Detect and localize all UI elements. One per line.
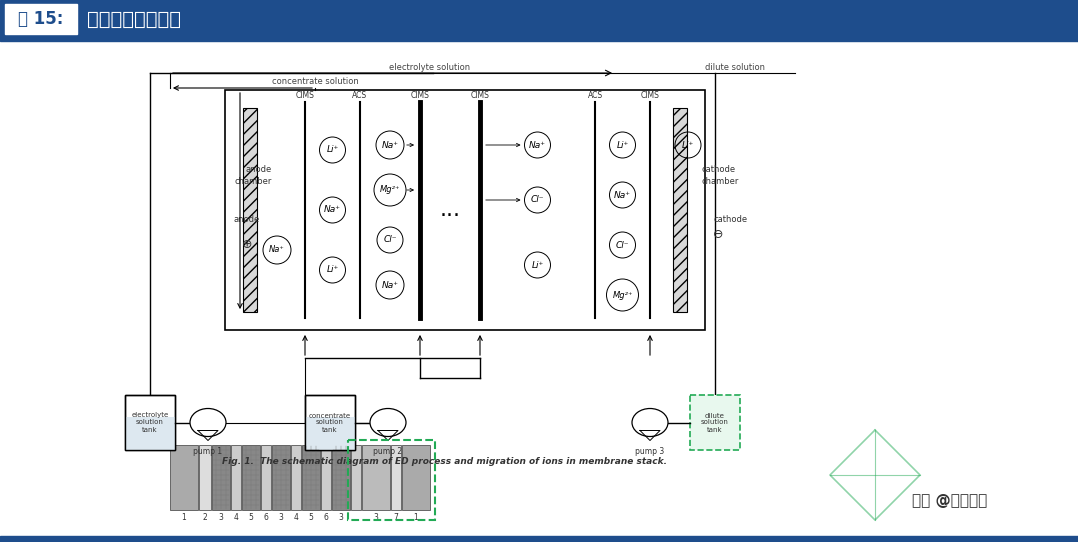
Bar: [291, 445, 301, 510]
Text: ACS: ACS: [353, 92, 368, 100]
Text: Cl⁻: Cl⁻: [530, 196, 544, 204]
Text: anode: anode: [234, 216, 260, 224]
Text: cathode: cathode: [713, 216, 747, 224]
Text: ...: ...: [353, 513, 360, 521]
Text: 3: 3: [338, 513, 344, 521]
Bar: [321, 445, 331, 510]
Bar: [261, 445, 271, 510]
Bar: [690, 395, 740, 450]
Text: 电渗析膜堆结构图: 电渗析膜堆结构图: [87, 10, 181, 29]
Text: pump 2: pump 2: [373, 447, 402, 455]
Bar: [305, 417, 355, 450]
Text: pump 1: pump 1: [193, 447, 222, 455]
Bar: [391, 445, 401, 510]
Text: pump 3: pump 3: [635, 447, 665, 455]
Bar: [125, 395, 175, 450]
Text: 2: 2: [203, 513, 207, 521]
Text: 7: 7: [393, 513, 399, 521]
Text: Na⁺: Na⁺: [614, 190, 631, 199]
Bar: [243, 108, 257, 312]
Text: ⊖: ⊖: [713, 229, 723, 242]
Text: Li⁺: Li⁺: [327, 266, 338, 274]
Bar: [0, 38, 1078, 41]
Text: Li⁺: Li⁺: [327, 145, 338, 154]
Text: ...: ...: [440, 200, 460, 220]
Text: 图 15:: 图 15:: [18, 10, 64, 28]
Text: chamber: chamber: [235, 177, 272, 186]
Text: Li⁺: Li⁺: [617, 140, 628, 150]
Text: concentrate solution: concentrate solution: [272, 78, 358, 87]
Text: Mg²⁺: Mg²⁺: [612, 291, 633, 300]
Bar: [125, 417, 175, 450]
Text: dilute
solution
tank: dilute solution tank: [701, 412, 729, 433]
Bar: [351, 445, 361, 510]
Text: Na⁺: Na⁺: [270, 246, 285, 255]
Text: 4: 4: [293, 513, 299, 521]
Text: chamber: chamber: [702, 177, 740, 186]
Text: 4: 4: [234, 513, 238, 521]
Bar: [402, 445, 430, 510]
Text: 3: 3: [219, 513, 223, 521]
Ellipse shape: [370, 409, 406, 436]
Text: CIMS: CIMS: [295, 92, 315, 100]
Text: concentrate
solution
tank: concentrate solution tank: [309, 412, 351, 433]
Text: Mg²⁺: Mg²⁺: [379, 185, 400, 195]
Ellipse shape: [632, 409, 668, 436]
Text: anode: anode: [246, 165, 272, 175]
Text: 3: 3: [278, 513, 284, 521]
Text: Fig. 1.  The schematic diagram of ED process and migration of ions in membrane s: Fig. 1. The schematic diagram of ED proc…: [222, 457, 667, 467]
Text: 1: 1: [181, 513, 186, 521]
Text: 3: 3: [374, 513, 378, 521]
Text: Li⁺: Li⁺: [531, 261, 543, 269]
Text: Li⁺: Li⁺: [682, 140, 694, 150]
Text: dilute solution: dilute solution: [705, 63, 765, 73]
Text: ⊕: ⊕: [241, 238, 252, 251]
Bar: [302, 445, 320, 510]
Bar: [231, 445, 241, 510]
Text: Na⁺: Na⁺: [324, 205, 341, 215]
Bar: [332, 445, 350, 510]
Text: 6: 6: [323, 513, 329, 521]
Bar: [5, 4, 77, 34]
Bar: [305, 395, 355, 450]
Text: 5: 5: [249, 513, 253, 521]
Ellipse shape: [190, 409, 226, 436]
Text: 1: 1: [414, 513, 418, 521]
Text: 6: 6: [263, 513, 268, 521]
Text: Cl⁻: Cl⁻: [616, 241, 630, 249]
Bar: [170, 445, 198, 510]
Text: Na⁺: Na⁺: [382, 281, 399, 289]
Bar: [0, 0, 1078, 38]
Text: CIMS: CIMS: [411, 92, 429, 100]
Text: cathode: cathode: [702, 165, 736, 175]
Text: Cl⁻: Cl⁻: [384, 236, 397, 244]
Text: Na⁺: Na⁺: [529, 140, 545, 150]
Bar: [0, 536, 1078, 542]
Text: CIMS: CIMS: [640, 92, 660, 100]
Bar: [225, 90, 705, 330]
Text: ACS: ACS: [588, 92, 603, 100]
Text: electrolyte solution: electrolyte solution: [389, 63, 471, 73]
Bar: [305, 395, 355, 450]
Text: Na⁺: Na⁺: [382, 140, 399, 150]
Bar: [199, 445, 211, 510]
Bar: [673, 108, 687, 312]
Bar: [362, 445, 390, 510]
Bar: [125, 395, 175, 450]
Text: CIMS: CIMS: [471, 92, 489, 100]
Text: 5: 5: [308, 513, 314, 521]
Bar: [272, 445, 290, 510]
Text: electrolyte
solution
tank: electrolyte solution tank: [132, 412, 168, 433]
Bar: [348, 440, 436, 520]
Bar: [241, 445, 260, 510]
Text: 头条 @未来智库: 头条 @未来智库: [912, 493, 987, 507]
Bar: [212, 445, 230, 510]
